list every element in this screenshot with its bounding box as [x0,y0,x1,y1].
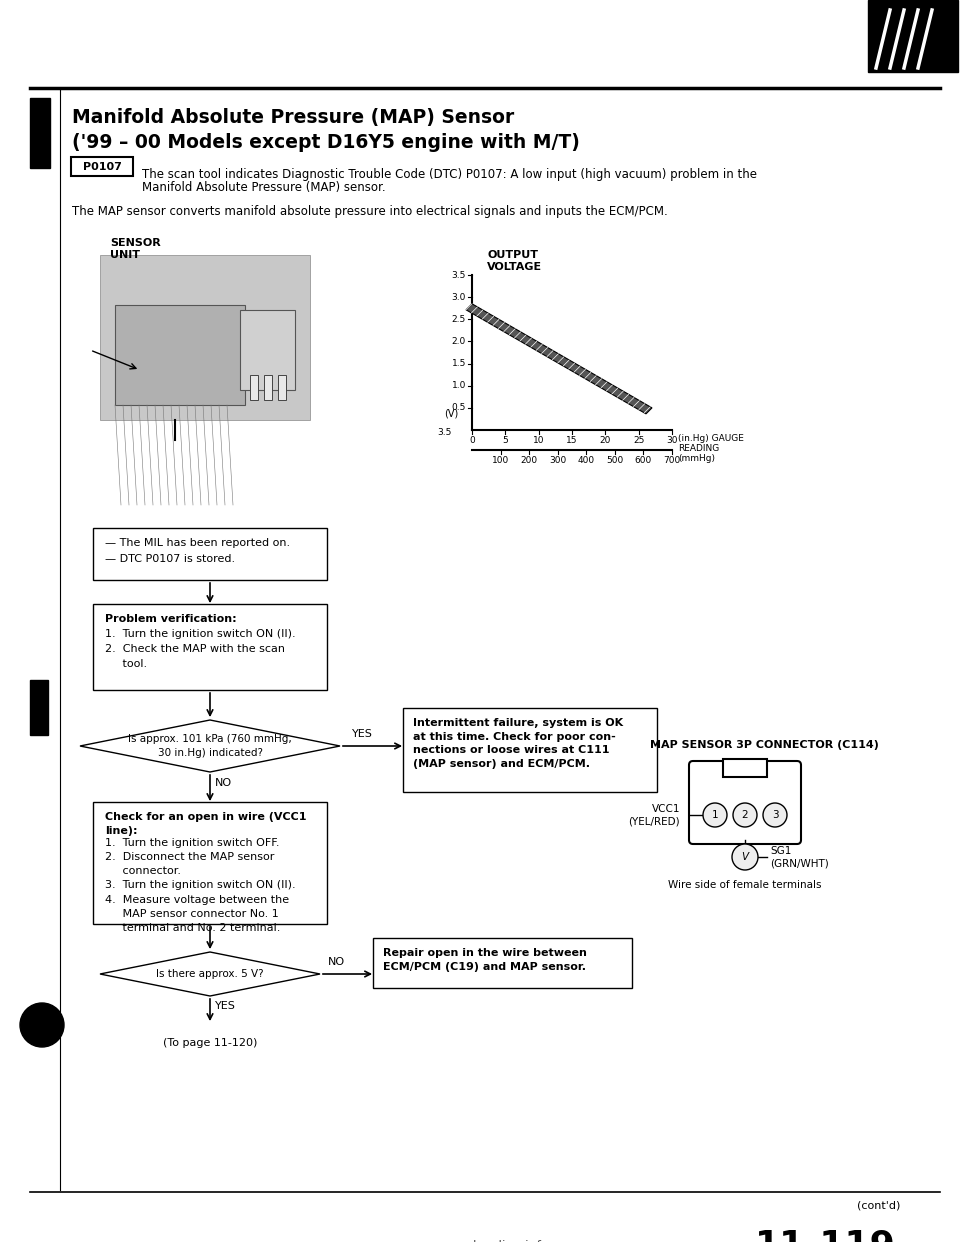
Text: 500: 500 [606,456,623,465]
Text: OUTPUT: OUTPUT [487,250,538,260]
Circle shape [703,804,727,827]
Text: 10: 10 [533,436,544,445]
Bar [264,375,272,400]
Text: 2.0: 2.0 [452,337,466,347]
Text: 1.  Turn the ignition switch OFF.
2.  Disconnect the MAP sensor
     connector.
: 1. Turn the ignition switch OFF. 2. Disc… [105,838,296,933]
Text: NO: NO [215,777,232,787]
Text: 5: 5 [502,436,508,445]
Bar [30,98,50,168]
Text: 2: 2 [742,810,748,820]
Polygon shape [100,953,320,996]
Text: (in.Hg) GAUGE
READING: (in.Hg) GAUGE READING [678,433,744,453]
Text: 0: 0 [469,436,475,445]
Text: 3.5: 3.5 [451,271,466,279]
Text: (To page 11-120): (To page 11-120) [163,1038,257,1048]
Text: 25: 25 [633,436,644,445]
Text: 30: 30 [666,436,678,445]
Text: 1: 1 [711,810,718,820]
Text: 0.5: 0.5 [451,404,466,412]
Text: ('99 – 00 Models except D16Y5 engine with M/T): ('99 – 00 Models except D16Y5 engine wit… [72,133,580,152]
Text: VCC1: VCC1 [652,804,680,814]
Text: (cont'd): (cont'd) [856,1200,900,1210]
Circle shape [763,804,787,827]
Circle shape [732,845,758,869]
Bar [278,375,286,400]
Text: YES: YES [352,729,372,739]
Text: — The MIL has been reported on.
— DTC P0107 is stored.: — The MIL has been reported on. — DTC P0… [105,538,290,564]
FancyBboxPatch shape [373,938,632,987]
Bar [100,255,310,420]
Text: 11-119: 11-119 [755,1228,896,1242]
FancyBboxPatch shape [403,708,657,792]
Text: SG1: SG1 [770,846,791,856]
FancyBboxPatch shape [689,761,801,845]
Text: Is there approx. 5 V?: Is there approx. 5 V? [156,969,264,979]
Text: Wire side of female terminals: Wire side of female terminals [668,881,822,891]
Circle shape [733,804,757,827]
Text: 700: 700 [663,456,681,465]
Text: Manifold Absolute Pressure (MAP) sensor.: Manifold Absolute Pressure (MAP) sensor. [142,181,386,194]
Text: (YEL/RED): (YEL/RED) [629,816,680,826]
Text: 2.5: 2.5 [452,314,466,324]
Text: 100: 100 [492,456,509,465]
FancyBboxPatch shape [93,528,327,580]
Text: 15: 15 [566,436,578,445]
Text: 3: 3 [772,810,779,820]
Text: SENSOR: SENSOR [110,238,160,248]
Text: Repair open in the wire between
ECM/PCM (C19) and MAP sensor.: Repair open in the wire between ECM/PCM … [383,948,587,972]
Text: 3.0: 3.0 [451,293,466,302]
Text: The MAP sensor converts manifold absolute pressure into electrical signals and i: The MAP sensor converts manifold absolut… [72,205,668,219]
Bar [868,0,958,72]
Text: 600: 600 [635,456,652,465]
Text: VOLTAGE: VOLTAGE [487,262,542,272]
FancyBboxPatch shape [93,802,327,924]
Text: 20: 20 [600,436,611,445]
Text: V: V [741,852,749,862]
Text: 400: 400 [578,456,595,465]
Text: (mmHg): (mmHg) [678,455,715,463]
Text: The scan tool indicates Diagnostic Trouble Code (DTC) P0107: A low input (high v: The scan tool indicates Diagnostic Troub… [142,168,757,181]
Text: Problem verification:: Problem verification: [105,614,236,623]
FancyBboxPatch shape [71,156,133,176]
Text: 1.5: 1.5 [451,359,466,368]
Text: YES: YES [215,1001,236,1011]
Text: P0107: P0107 [83,161,121,171]
Text: UNIT: UNIT [110,250,140,260]
Text: 1.  Turn the ignition switch ON (II).
2.  Check the MAP with the scan
     tool.: 1. Turn the ignition switch ON (II). 2. … [105,628,296,668]
Text: NO: NO [328,958,346,968]
Text: 300: 300 [549,456,566,465]
Text: carmanualsonline.info: carmanualsonline.info [411,1240,549,1242]
Bar [723,759,767,777]
Bar [250,375,258,400]
Bar [30,681,48,735]
Text: Manifold Absolute Pressure (MAP) Sensor: Manifold Absolute Pressure (MAP) Sensor [72,108,515,127]
Text: 30 in.Hg) indicated?: 30 in.Hg) indicated? [157,748,262,758]
Text: Is approx. 101 kPa (760 mmHg,: Is approx. 101 kPa (760 mmHg, [128,734,292,744]
Text: (V): (V) [444,409,458,419]
Text: MAP SENSOR 3P CONNECTOR (C114): MAP SENSOR 3P CONNECTOR (C114) [650,740,878,750]
Text: 3.5: 3.5 [437,428,451,437]
Text: Intermittent failure, system is OK
at this time. Check for poor con-
nections or: Intermittent failure, system is OK at th… [413,718,623,769]
Text: 200: 200 [520,456,538,465]
Bar [240,310,295,390]
Polygon shape [80,720,340,773]
Text: 1.0: 1.0 [451,381,466,390]
Text: (GRN/WHT): (GRN/WHT) [770,858,828,868]
Text: Check for an open in wire (VCC1
line):: Check for an open in wire (VCC1 line): [105,812,306,836]
Circle shape [20,1004,64,1047]
FancyBboxPatch shape [93,604,327,691]
Polygon shape [466,304,652,414]
Bar [115,306,245,405]
